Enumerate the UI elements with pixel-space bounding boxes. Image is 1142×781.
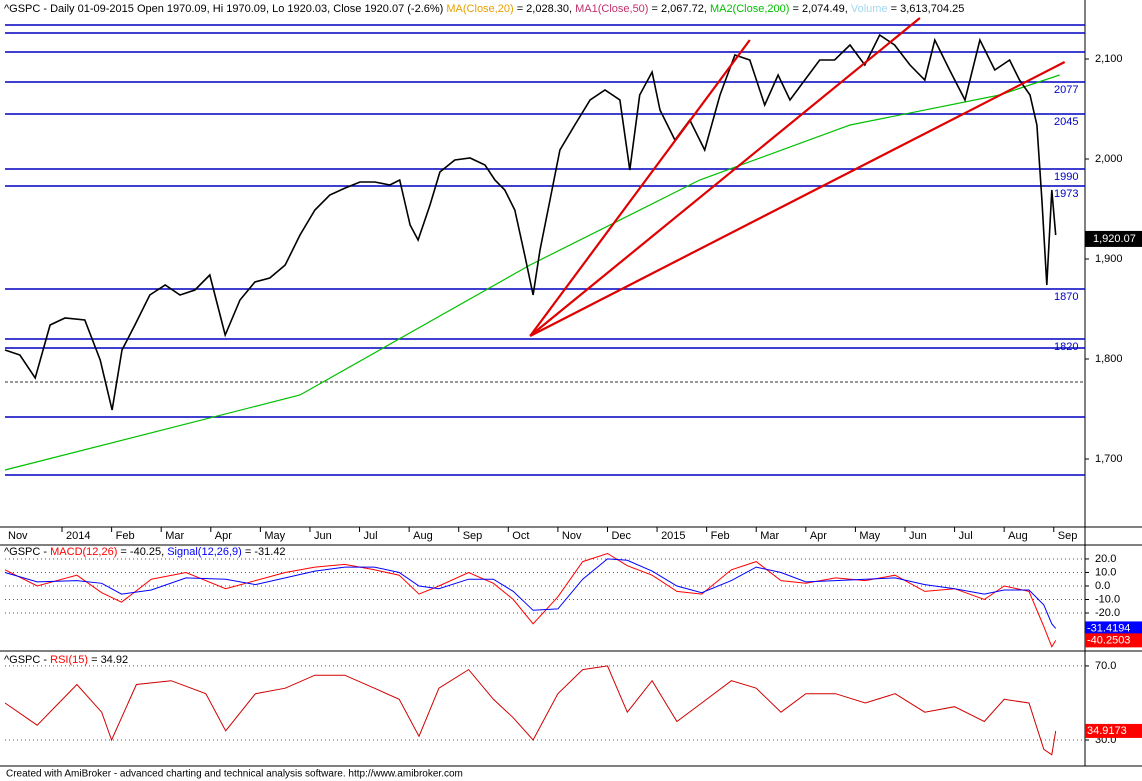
last-value-box [1085,723,1142,738]
last-value-label: -31.4194 [1087,622,1130,634]
last-value-box [1085,621,1142,636]
x-tick-label: Nov [562,530,582,542]
trend-line [529,39,751,337]
header-segment: = 2,074.49, [789,3,850,15]
level-label: 1870 [1054,291,1078,303]
header-segment: = 34.92 [88,654,128,666]
y-tick-label: 2,000 [1095,153,1123,165]
x-tick-label: Mar [165,530,184,542]
x-tick-label: Dec [611,530,631,542]
x-tick-label: Jun [314,530,332,542]
x-tick-label: Apr [810,530,827,542]
series-line [4,552,1057,648]
x-tick-label: Feb [711,530,730,542]
header-segment: MA2(Close,200) [710,3,789,15]
header-segment: = 2,028.30, [514,3,575,15]
header-segment: ^GSPC - [4,654,50,666]
header-segment: = -40.25, [117,546,167,558]
header-segment: MA1(Close,50) [575,3,648,15]
y-tick-label: 1,800 [1095,353,1123,365]
panel-header: ^GSPC - Daily 01-09-2015 Open 1970.09, H… [4,3,964,15]
x-tick-label: Aug [1008,530,1028,542]
x-tick-label: Oct [512,530,529,542]
y-tick-label: -10.0 [1095,593,1120,605]
x-tick-label: Sep [463,530,483,542]
level-label: 1973 [1054,188,1078,200]
y-tick-label: 1,700 [1095,453,1123,465]
y-tick-label: 10.0 [1095,566,1116,578]
x-tick-label: Nov [8,530,28,542]
y-tick-label: -20.0 [1095,607,1120,619]
last-value-label: 34.9173 [1087,725,1127,737]
header-segment: Volume [851,3,888,15]
x-tick-label: Jul [364,530,378,542]
x-tick-label: Jun [909,530,927,542]
last-value-label: -40.2503 [1087,634,1130,646]
header-segment: = 3,613,704.25 [888,3,965,15]
y-tick-label: 1,900 [1095,253,1123,265]
x-tick-label: Jul [959,530,973,542]
trend-line [529,61,1066,337]
level-label: 2077 [1054,84,1078,96]
x-tick-label: Feb [116,530,135,542]
y-tick-label: 20.0 [1095,553,1116,565]
x-tick-label: Apr [215,530,232,542]
header-segment: = 2,067.72, [648,3,709,15]
y-tick-label: 0.0 [1095,580,1110,592]
x-tick-label: Sep [1058,530,1078,542]
y-tick-label: 70.0 [1095,660,1116,672]
last-value-label: 1,920.07 [1093,233,1136,245]
x-tick-label: 2015 [661,530,685,542]
x-tick-label: May [264,530,285,542]
header-segment: Signal(12,26,9) [167,546,242,558]
trend-line [529,17,921,337]
level-label: 1990 [1054,171,1078,183]
header-segment: RSI(15) [50,654,88,666]
header-segment: ^GSPC - [4,546,50,558]
header-segment: MACD(12,26) [50,546,117,558]
series-line [4,33,1057,411]
series-line [4,665,1057,756]
header-segment: MA(Close,20) [446,3,513,15]
panel-header: ^GSPC - MACD(12,26) = -40.25, Signal(12,… [4,546,286,558]
series-line [4,558,1057,629]
panel-header: ^GSPC - RSI(15) = 34.92 [4,654,128,666]
x-tick-label: Mar [760,530,779,542]
header-segment: = -31.42 [242,546,286,558]
level-label: 1820 [1054,341,1078,353]
last-value-box [1085,230,1142,247]
x-tick-label: May [859,530,880,542]
footer: Created with AmiBroker - advanced charti… [6,769,463,780]
header-segment: ^GSPC - Daily 01-09-2015 Open 1970.09, H… [4,3,446,15]
x-tick-label: Aug [413,530,433,542]
x-tick-label: 2014 [66,530,90,542]
last-value-box [1085,633,1142,648]
y-tick-label: 2,100 [1095,53,1123,65]
level-label: 2045 [1054,116,1078,128]
